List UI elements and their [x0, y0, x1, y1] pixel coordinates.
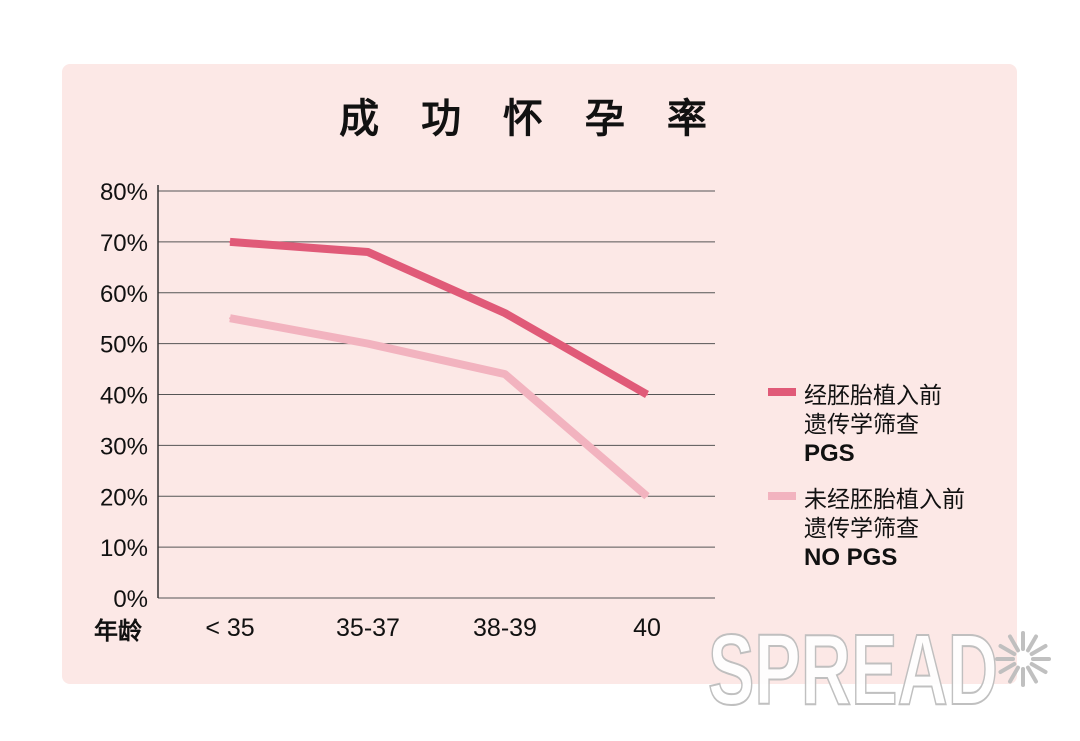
data-point — [504, 373, 506, 376]
data-point — [229, 240, 231, 243]
series-lines — [229, 237, 650, 500]
y-tick-label: 80% — [100, 179, 148, 206]
data-point — [646, 393, 648, 396]
y-tick-label: 50% — [100, 332, 148, 359]
legend-label: 经胚胎植入前 — [804, 383, 942, 409]
y-tick-label: 30% — [100, 433, 148, 460]
data-point — [504, 312, 506, 315]
sunburst-icon — [995, 631, 1051, 687]
x-tick-label: 35-37 — [336, 614, 400, 642]
chart-title: 成 功 怀 孕 率 — [339, 96, 721, 142]
y-tick-label: 20% — [100, 484, 148, 511]
x-axis-ticks: < 35 35-37 38-39 40 — [205, 614, 661, 642]
x-tick-label: < 35 — [205, 614, 254, 642]
sunburst-ray — [998, 644, 1017, 656]
y-tick-label: 10% — [100, 535, 148, 562]
chart-panel — [62, 64, 1017, 684]
y-tick-label: 0% — [113, 586, 148, 613]
sunburst-ray — [998, 662, 1017, 674]
x-axis-label: 年龄 — [94, 617, 143, 645]
x-tick-label: 38-39 — [473, 614, 537, 642]
legend-label: 遗传学筛查 — [804, 412, 919, 438]
legend-swatch — [768, 388, 796, 396]
sunburst-ray — [1026, 665, 1038, 684]
legend-swatch — [768, 492, 796, 500]
sunburst-ray — [1008, 634, 1020, 653]
legend-label: PGS — [804, 440, 855, 467]
gridlines — [157, 185, 715, 599]
series-line-0 — [229, 237, 649, 398]
data-point — [229, 317, 231, 320]
sunburst-ray — [1029, 644, 1048, 656]
sunburst-ray — [1008, 665, 1020, 684]
y-tick-label: 70% — [100, 230, 148, 257]
series-line-1 — [229, 314, 650, 500]
y-tick-label: 60% — [100, 281, 148, 308]
sunburst-ray — [1029, 662, 1048, 674]
watermark-text: SPREAD — [708, 614, 998, 726]
legend-label: NO PGS — [804, 544, 897, 571]
legend-label: 遗传学筛查 — [804, 516, 919, 542]
data-point — [646, 495, 648, 498]
watermark-logo: SPREAD — [707, 613, 1051, 727]
data-point — [367, 251, 369, 254]
y-axis-ticks: 80% 70% 60% 50% 40% 30% 20% 10% 0% — [100, 179, 148, 613]
legend-label: 未经胚胎植入前 — [804, 487, 965, 513]
sunburst-ray — [1026, 634, 1038, 653]
x-tick-label: 40 — [633, 614, 661, 642]
y-tick-label: 40% — [100, 383, 148, 410]
data-point — [367, 342, 369, 345]
